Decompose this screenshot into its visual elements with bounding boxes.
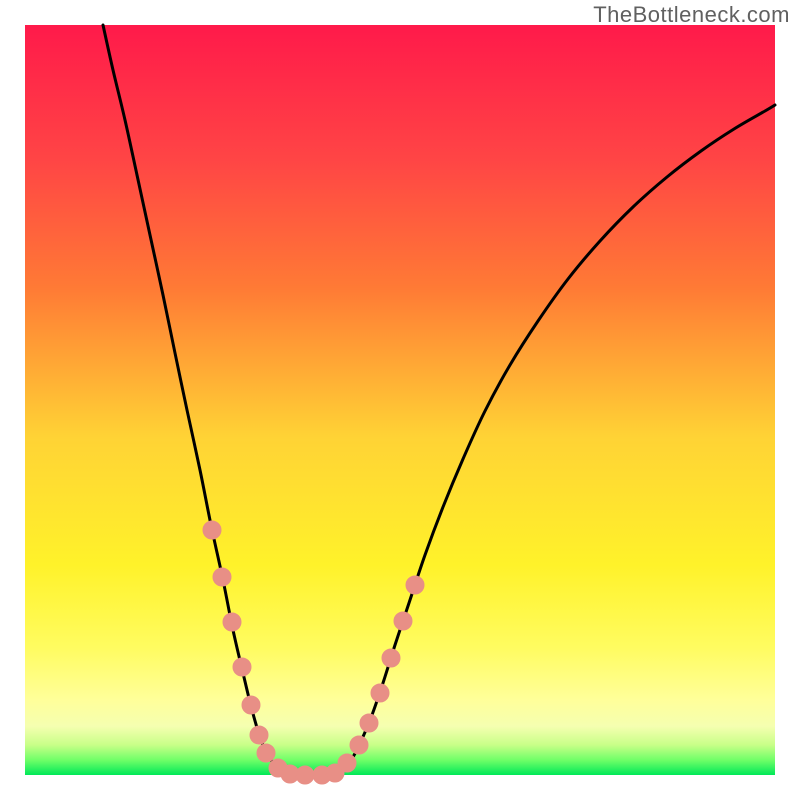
data-marker: [350, 736, 368, 754]
data-marker: [203, 521, 221, 539]
chart-frame: [25, 25, 775, 775]
data-marker: [213, 568, 231, 586]
data-marker: [242, 696, 260, 714]
markers-group: [203, 521, 424, 784]
data-marker: [406, 576, 424, 594]
data-marker: [296, 766, 314, 784]
data-marker: [371, 684, 389, 702]
data-marker: [394, 612, 412, 630]
data-marker: [360, 714, 378, 732]
data-marker: [250, 726, 268, 744]
data-marker: [382, 649, 400, 667]
curve-path: [103, 25, 775, 775]
watermark-text: TheBottleneck.com: [593, 2, 790, 28]
data-marker: [338, 754, 356, 772]
bottleneck-curve: [25, 25, 775, 775]
chart-container: TheBottleneck.com: [0, 0, 800, 800]
data-marker: [257, 744, 275, 762]
data-marker: [223, 613, 241, 631]
data-marker: [233, 658, 251, 676]
